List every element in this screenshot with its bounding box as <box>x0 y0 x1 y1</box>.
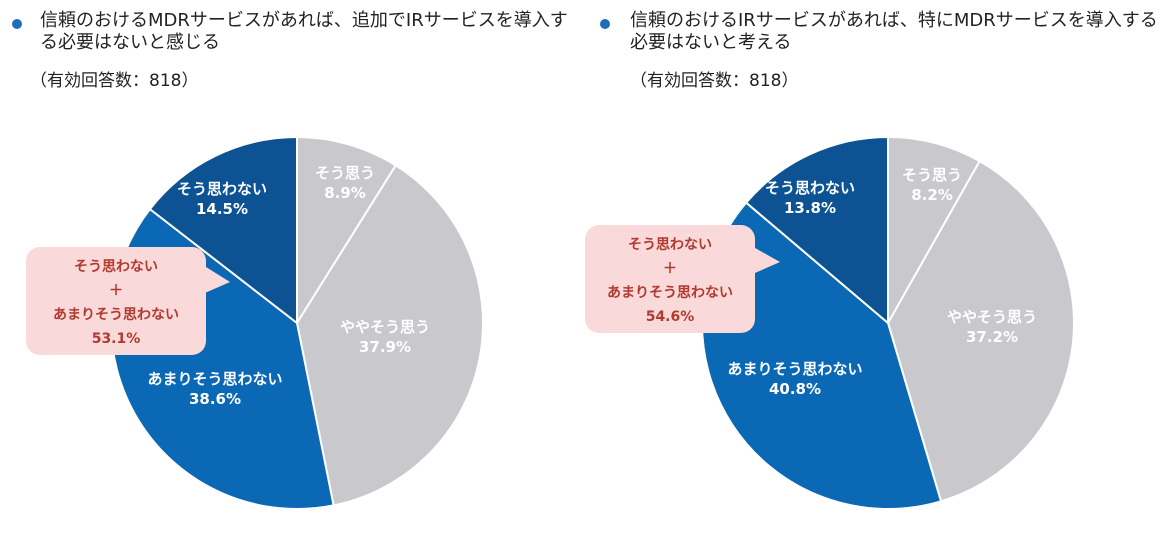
slice-strongly-agree <box>887 135 982 327</box>
chart-panel-left: 信頼のおけるMDRサービスがあれば、追加でIRサービスを導入す る必要はないと感… <box>12 10 585 510</box>
slice-somewhat-agree <box>886 159 1075 503</box>
callout-box <box>26 247 206 355</box>
pie-chart-left: そう思う 8.9% ややそう思う 37.9% あまりそう思わない 38.6% そう思わない 1… <box>26 135 484 510</box>
callout-plus: ＋ <box>663 261 677 277</box>
chart-title-line1: 信頼のおけるMDRサービスがあれば、追加でIRサービスを導入す <box>40 10 568 31</box>
slice-label: そう思わない <box>177 180 267 198</box>
slice-somewhat-agree <box>295 164 484 507</box>
callout-plus: ＋ <box>109 283 123 299</box>
callout-value: 54.6% <box>646 309 695 325</box>
bullet-icon <box>600 19 610 29</box>
pie-chart-right: そう思う 8.2% ややそう思う 37.2% あまりそう思わない 40.8% そう思わない 1… <box>585 135 1075 510</box>
chart-title-left: 信頼のおけるMDRサービスがあれば、追加でIRサービスを導入す る必要はないと感… <box>40 10 585 54</box>
callout-bubble: そう思わない ＋ あまりそう思わない 53.1% <box>26 247 230 355</box>
slice-label: あまりそう思わない <box>147 370 282 388</box>
callout-box <box>585 225 755 333</box>
slice-value-label: 13.8% <box>784 199 836 217</box>
callout-value: 53.1% <box>92 331 141 347</box>
slice-label: ややそう思う <box>947 308 1037 326</box>
chart-title-line2: る必要はないと感じる <box>40 32 220 53</box>
chart-panel-right: 信頼のおけるIRサービスがあれば、特にMDRサービスを導入する 必要はないと考え… <box>585 0 1176 536</box>
callout-line3: あまりそう思わない <box>607 285 733 301</box>
slice-value-label: 38.6% <box>189 390 241 408</box>
slice-value-label: 37.2% <box>966 328 1018 346</box>
slice-label: そう思わない <box>765 179 855 197</box>
callout-pointer <box>748 244 780 276</box>
callout-bubble: そう思わない ＋ あまりそう思わない 54.6% <box>585 225 780 333</box>
slice-value-label: 37.9% <box>359 338 411 356</box>
callout-line1: そう思わない <box>628 237 712 253</box>
callout-line1: そう思わない <box>74 259 158 275</box>
slice-label: そう思う <box>315 164 375 182</box>
chart-title-line2: 必要はないと考える <box>630 32 792 53</box>
chart-title-right: 信頼のおけるIRサービスがあれば、特にMDRサービスを導入する 必要はないと考え… <box>630 10 1175 54</box>
callout-line3: あまりそう思わない <box>53 307 179 323</box>
respondent-count-right: （有効回答数：818） <box>630 71 799 91</box>
slice-strongly-disagree <box>148 135 298 326</box>
bullet-icon <box>12 19 22 29</box>
slice-value-label: 40.8% <box>769 380 821 398</box>
slice-label: あまりそう思わない <box>727 360 862 378</box>
slice-label: ややそう思う <box>340 318 430 336</box>
slice-label: そう思う <box>902 166 962 184</box>
slice-strongly-disagree <box>744 135 889 326</box>
slice-strongly-agree <box>296 135 398 327</box>
chart-title-line1: 信頼のおけるIRサービスがあれば、特にMDRサービスを導入する <box>630 10 1158 31</box>
respondent-count-left: （有効回答数：818） <box>30 71 199 91</box>
slice-value-label: 14.5% <box>196 200 248 218</box>
slice-value-label: 8.9% <box>324 184 366 202</box>
slice-value-label: 8.2% <box>911 186 953 204</box>
